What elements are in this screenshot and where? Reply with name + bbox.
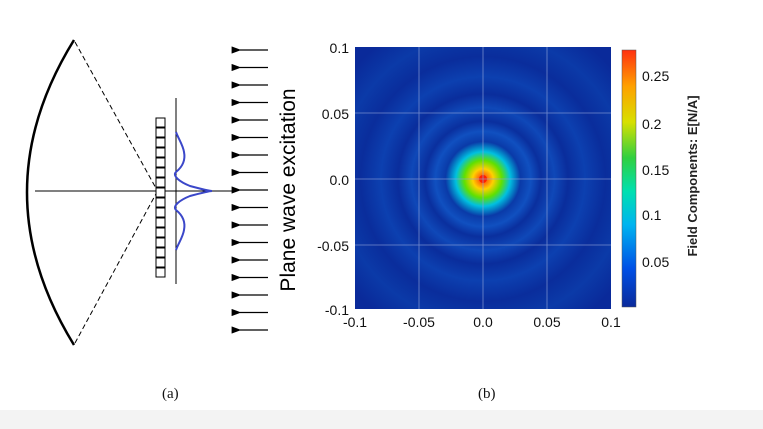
colorbar [621, 49, 637, 308]
feed-element [155, 187, 166, 198]
feed-element [155, 247, 166, 258]
y-tick: 0.05 [322, 106, 349, 122]
colorbar-tick: 0.15 [642, 162, 669, 178]
footer-band [0, 410, 763, 429]
x-tick: -0.1 [343, 314, 367, 330]
x-tick: 0.05 [533, 314, 560, 330]
feed-element [155, 227, 166, 238]
feed-element [155, 117, 166, 128]
feed-element [155, 177, 166, 188]
feed-element [155, 167, 166, 178]
plot-grid [355, 47, 611, 309]
y-tick: -0.1 [325, 302, 349, 318]
colorbar-tick: 0.1 [642, 207, 662, 223]
colorbar-tick: 0.05 [642, 254, 669, 270]
caption-b: (b) [478, 386, 496, 402]
feed-element [155, 237, 166, 248]
caption-a: (a) [162, 386, 179, 402]
x-tick: -0.05 [403, 314, 435, 330]
dashed-ray-bottom [74, 191, 158, 344]
colorbar-tick: 0.2 [642, 116, 662, 132]
feed-element [155, 217, 166, 228]
feed-element [155, 197, 166, 208]
plane-wave-diagram: Plane wave excitation [25, 39, 300, 346]
feed-element [155, 137, 166, 148]
x-tick: 0.0 [473, 314, 493, 330]
plane-wave-label: Plane wave excitation [277, 88, 300, 291]
reflector-dish [25, 39, 76, 346]
colorbar-label: Field Components: E[N/A] [685, 95, 700, 256]
y-tick: 0.1 [330, 40, 350, 56]
field-heatmap-chart: 0.1 0.05 0.0 -0.05 -0.1 -0.1 -0.05 0.0 0… [317, 40, 700, 330]
feed-element [155, 207, 166, 218]
field-pattern-curve [174, 131, 213, 251]
x-tick: 0.1 [601, 314, 621, 330]
feed-element [155, 157, 166, 168]
feed-element [155, 257, 166, 268]
plane-wave-arrows [231, 46, 268, 334]
dashed-ray-top [74, 41, 158, 191]
feed-array [155, 117, 166, 278]
y-tick: 0.0 [330, 172, 350, 188]
feed-element [155, 267, 166, 278]
feed-element [155, 147, 166, 158]
y-tick: -0.05 [317, 238, 349, 254]
colorbar-tick: 0.25 [642, 68, 669, 84]
feed-element [155, 127, 166, 138]
